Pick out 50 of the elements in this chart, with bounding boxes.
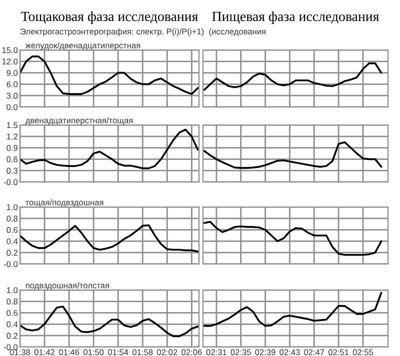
y-tick-label: 0.2: [6, 332, 18, 339]
y-tick-label: 0.4: [6, 238, 18, 244]
line-series: [20, 128, 199, 170]
chart-title: Пищевая фаза исследования: [212, 11, 379, 24]
x-tick-label: 02:51: [328, 349, 349, 356]
chart-subtitle: двенадцатиперстная/тощая: [25, 117, 133, 125]
y-tick-label: 0.6: [6, 227, 18, 233]
y-tick-label: 1.0: [6, 204, 18, 210]
y-tick-label: 0.2: [6, 250, 18, 256]
x-tick-label: 02:02: [157, 349, 178, 356]
y-tick-label: 12.0: [2, 58, 18, 64]
y-tick-label: 0.0: [6, 104, 18, 110]
y-tick-label: 0.3: [6, 168, 18, 174]
y-tick-label: 3.0: [6, 92, 18, 99]
y-tick-label: -0.0: [4, 261, 18, 268]
y-tick-label: 15.0: [2, 47, 18, 54]
chart-title: Тощаковая фаза исследования: [21, 11, 198, 24]
x-tick-label: 01:38: [10, 349, 30, 356]
y-tick-label: 1.0: [6, 287, 18, 294]
x-tick-label: 01:54: [108, 349, 128, 356]
x-tick-label: 02:31: [206, 349, 226, 356]
y-tick-label: 0.8: [6, 298, 18, 304]
x-tick-label: 01:50: [83, 349, 104, 356]
x-tick-label: 02:39: [255, 349, 276, 356]
line-series: [20, 224, 199, 252]
chart-subtitle: желудок/двенадцатиперстная: [25, 42, 140, 50]
y-tick-label: 9.0: [6, 70, 18, 76]
y-tick-label: 0.6: [6, 156, 18, 162]
x-tick-label: 02:35: [230, 349, 251, 356]
y-tick-label: 1.2: [6, 134, 18, 140]
y-tick-label: 0.9: [6, 145, 18, 151]
y-tick-label: -0.0: [4, 344, 18, 350]
line-series: [20, 56, 199, 95]
x-tick-label: 01:58: [132, 349, 153, 356]
x-tick-label: 01:46: [58, 349, 80, 356]
line-series: [20, 306, 199, 338]
chart-subtitle: подвздошная/толстая: [26, 282, 109, 290]
text: Электрогастроэнтерография: спектр. P(i)/P(i+1) (исследования: [20, 28, 266, 36]
x-tick-label: 01:42: [34, 349, 55, 356]
y-tick-label: 0.4: [6, 321, 18, 328]
x-tick-label: 02:47: [304, 349, 324, 356]
y-tick-label: 1.5: [6, 122, 18, 128]
x-tick-label: 02:06: [182, 349, 202, 356]
chart-subtitle: тощая/подвздошная: [26, 199, 104, 207]
y-tick-label: 0.6: [6, 310, 18, 316]
y-tick-label: -0.0: [4, 179, 18, 186]
x-tick-label: 02:55: [352, 349, 374, 356]
x-tick-label: 02:43: [280, 349, 300, 356]
y-tick-label: 6.0: [6, 81, 18, 88]
y-tick-label: 0.8: [6, 216, 18, 222]
